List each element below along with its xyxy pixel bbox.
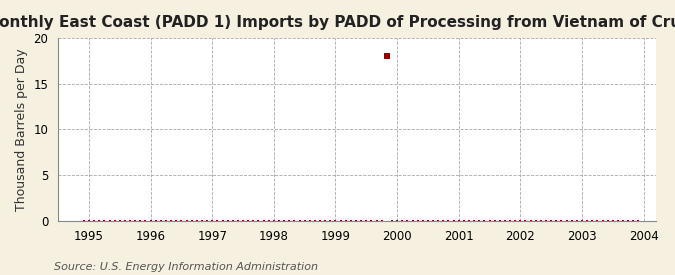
Text: Source: U.S. Energy Information Administration: Source: U.S. Energy Information Administ… <box>54 262 318 272</box>
Title: Monthly East Coast (PADD 1) Imports by PADD of Processing from Vietnam of Crude : Monthly East Coast (PADD 1) Imports by P… <box>0 15 675 30</box>
Y-axis label: Thousand Barrels per Day: Thousand Barrels per Day <box>15 48 28 211</box>
